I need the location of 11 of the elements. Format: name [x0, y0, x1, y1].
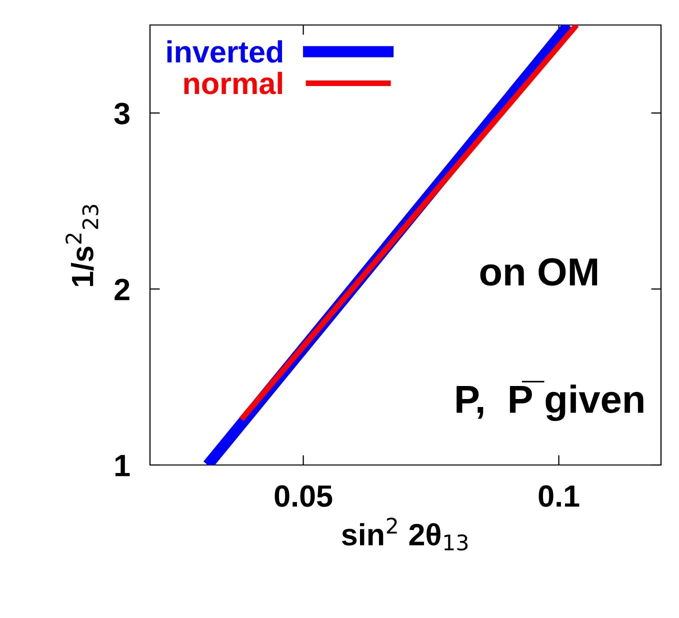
- y-tick-label: 2: [114, 278, 130, 300]
- x-tick-label: 0.05: [274, 485, 332, 507]
- y-tick-label: 1: [115, 455, 130, 476]
- legend-label: normal: [184, 72, 282, 94]
- y-tick-label: 3: [114, 102, 130, 124]
- x-tick-label: 0.1: [538, 485, 580, 507]
- legend-label: inverted: [167, 40, 282, 63]
- y-axis-title: 1/s$^{2}$$_{23}$: [66, 204, 98, 286]
- x-axis-title: sin$^{2}$ 2θ$_{13}$: [342, 518, 468, 551]
- annotation: on OM: [480, 258, 598, 286]
- annotation: P, P̅ given: [456, 380, 644, 421]
